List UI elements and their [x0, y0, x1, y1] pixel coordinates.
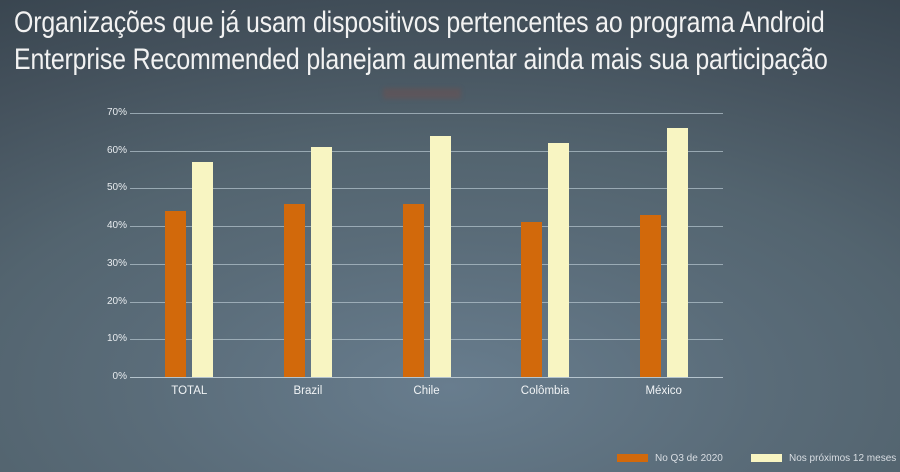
bar-brazil: [283, 203, 305, 377]
bar-chile: [402, 203, 424, 377]
gridline: [130, 226, 723, 228]
bar-méxico: [666, 128, 688, 377]
y-tick-label: 0%: [112, 371, 127, 382]
gridline: [130, 263, 723, 265]
x-tick-label: TOTAL: [171, 385, 208, 397]
y-tick-label: 30%: [106, 257, 127, 269]
y-tick-label: 10%: [106, 333, 127, 345]
bar-total: [165, 211, 187, 377]
bar-group-chile: [402, 113, 451, 377]
slide-title: Organizações que já usam dispositivos pe…: [14, 6, 828, 76]
bar-group-colômbia: [521, 113, 570, 377]
y-tick-label: 60%: [106, 144, 127, 156]
faint-chart-title-artifact: [383, 88, 461, 99]
bar-group-total: [165, 113, 214, 377]
bar-total: [192, 162, 214, 377]
y-tick-label: 40%: [106, 220, 127, 232]
plot-area: [130, 113, 723, 378]
gridline: [130, 339, 723, 341]
y-tick-label: 50%: [106, 182, 127, 194]
bar-brazil: [310, 146, 332, 377]
gridline: [130, 301, 723, 303]
x-tick-label: Chile: [413, 385, 440, 397]
bar-colômbia: [521, 222, 543, 377]
x-tick-label: Colômbia: [520, 385, 570, 397]
x-tick-label: México: [645, 385, 682, 397]
gridline: [130, 113, 723, 114]
gridline: [130, 188, 723, 190]
bar-group-brazil: [283, 113, 332, 377]
y-tick-label: 70%: [106, 107, 127, 118]
bar-group-méxico: [639, 113, 688, 377]
x-axis-baseline: [130, 377, 723, 378]
bar-méxico: [639, 214, 661, 377]
bar-chile: [429, 135, 451, 377]
x-tick-label: Brazil: [293, 385, 323, 397]
bar-colômbia: [548, 143, 570, 377]
gridline: [130, 150, 723, 152]
y-tick-label: 20%: [106, 295, 127, 307]
